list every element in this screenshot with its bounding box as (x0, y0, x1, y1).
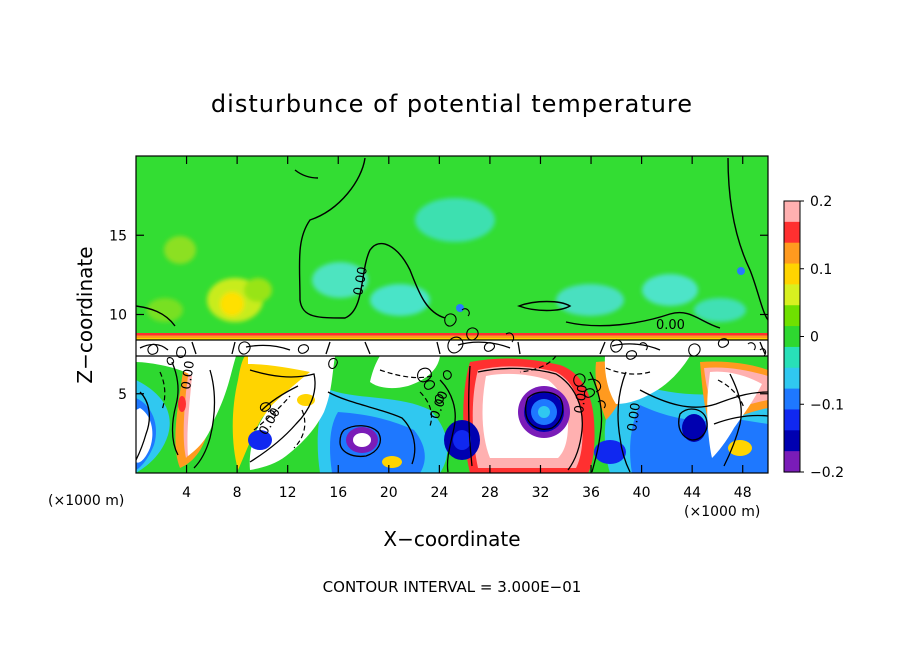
warm-anomaly (244, 278, 272, 302)
warm-speck (382, 456, 402, 468)
cool-spot (737, 267, 745, 275)
colorbar-swatch (784, 388, 800, 411)
x-tick-label: 32 (532, 485, 550, 501)
y-tick-label: 10 (109, 308, 127, 324)
boundary-layer (136, 340, 768, 356)
colorbar-tick-label: −0.2 (810, 465, 844, 481)
x-tick-label: 20 (380, 485, 398, 501)
boundary-band-warm (136, 333, 768, 336)
x-tick-label: 24 (430, 485, 448, 501)
x-tick-label: 40 (633, 485, 651, 501)
x-axis-label: X−coordinate (383, 527, 520, 551)
cool-anomaly (312, 262, 368, 298)
contour-label: 0.00 (179, 360, 198, 391)
cold-core (453, 430, 471, 450)
x-axis: 4 8 12 16 20 24 28 32 36 40 44 48 (182, 156, 752, 501)
colorbar-swatch (784, 367, 800, 390)
cool-anomaly (642, 274, 698, 306)
colorbar-tick-label: 0.2 (810, 194, 832, 210)
y-axis: 5 10 15 (109, 228, 768, 403)
y-axis-label: Z−coordinate (73, 246, 97, 383)
x-tick-label: 36 (582, 485, 600, 501)
white-region (707, 371, 762, 458)
colorbar-swatch (784, 451, 800, 473)
warm-speck (178, 396, 186, 412)
colorbar-swatch (784, 201, 800, 223)
colorbar: 0.2 0.1 0 −0.1 −0.2 (783, 194, 844, 481)
colorbar-swatch (784, 284, 800, 306)
cool-anomaly (556, 284, 624, 316)
x-tick-label: 28 (481, 485, 499, 501)
colorbar-swatch (784, 263, 800, 285)
cool-anomaly (370, 284, 430, 316)
white-region (370, 356, 440, 389)
x-tick-label: 4 (182, 485, 191, 501)
contour-label: 0.00 (656, 318, 685, 333)
cold-core (248, 430, 272, 450)
white-region (136, 356, 236, 456)
upper-contours (136, 157, 768, 329)
upper-anomalies (147, 198, 746, 322)
colorbar-tick-label: −0.1 (810, 397, 844, 413)
contour-label: 0.00 (351, 266, 371, 297)
dashed-contours (159, 355, 745, 449)
colorbar-swatch (784, 326, 800, 348)
y-tick-label: 5 (118, 387, 127, 403)
colorbar-swatch (784, 430, 800, 452)
cool-anomaly (415, 198, 495, 242)
x-tick-label: 12 (279, 485, 297, 501)
x-tick-label: 8 (233, 485, 242, 501)
cool-spot (456, 304, 464, 312)
colorbar-swatch (784, 221, 800, 244)
y-tick-label: 15 (109, 228, 127, 244)
cold-core (594, 440, 626, 464)
colorbar-tick-label: 0 (810, 330, 819, 346)
contour-label: 0.00 (625, 402, 644, 433)
x-units-left: (×1000 m) (48, 493, 124, 509)
warm-anomaly (220, 292, 244, 316)
x-tick-label: 16 (329, 485, 347, 501)
colorbar-tick-label: 0.1 (810, 262, 832, 278)
x-tick-label: 44 (683, 485, 701, 501)
x-units-right: (×1000 m) (684, 504, 760, 520)
plot-area: 0.00 0.00 0.00 0.00 0.00 0.00 0.00 (136, 156, 768, 473)
cold-core (353, 433, 371, 447)
contour-interval-note: CONTOUR INTERVAL = 3.000E−01 (323, 578, 582, 596)
cold-core (538, 406, 550, 418)
x-tick-label: 48 (734, 485, 752, 501)
contour-label: 0.00 (572, 384, 591, 415)
warm-anomaly (147, 298, 183, 322)
colorbar-swatch (784, 346, 800, 369)
colorbar-swatch (784, 305, 800, 327)
cold-core (682, 414, 706, 442)
chart-title: disturbunce of potential temperature (211, 90, 693, 118)
boundary-band-orange (136, 335, 768, 338)
white-region (136, 408, 153, 463)
colorbar-swatch (784, 409, 800, 431)
white-region (604, 356, 690, 404)
warm-anomaly (164, 236, 196, 264)
colorbar-swatch (784, 242, 800, 265)
tangled-contours (147, 308, 767, 419)
cool-anomaly (694, 298, 746, 322)
